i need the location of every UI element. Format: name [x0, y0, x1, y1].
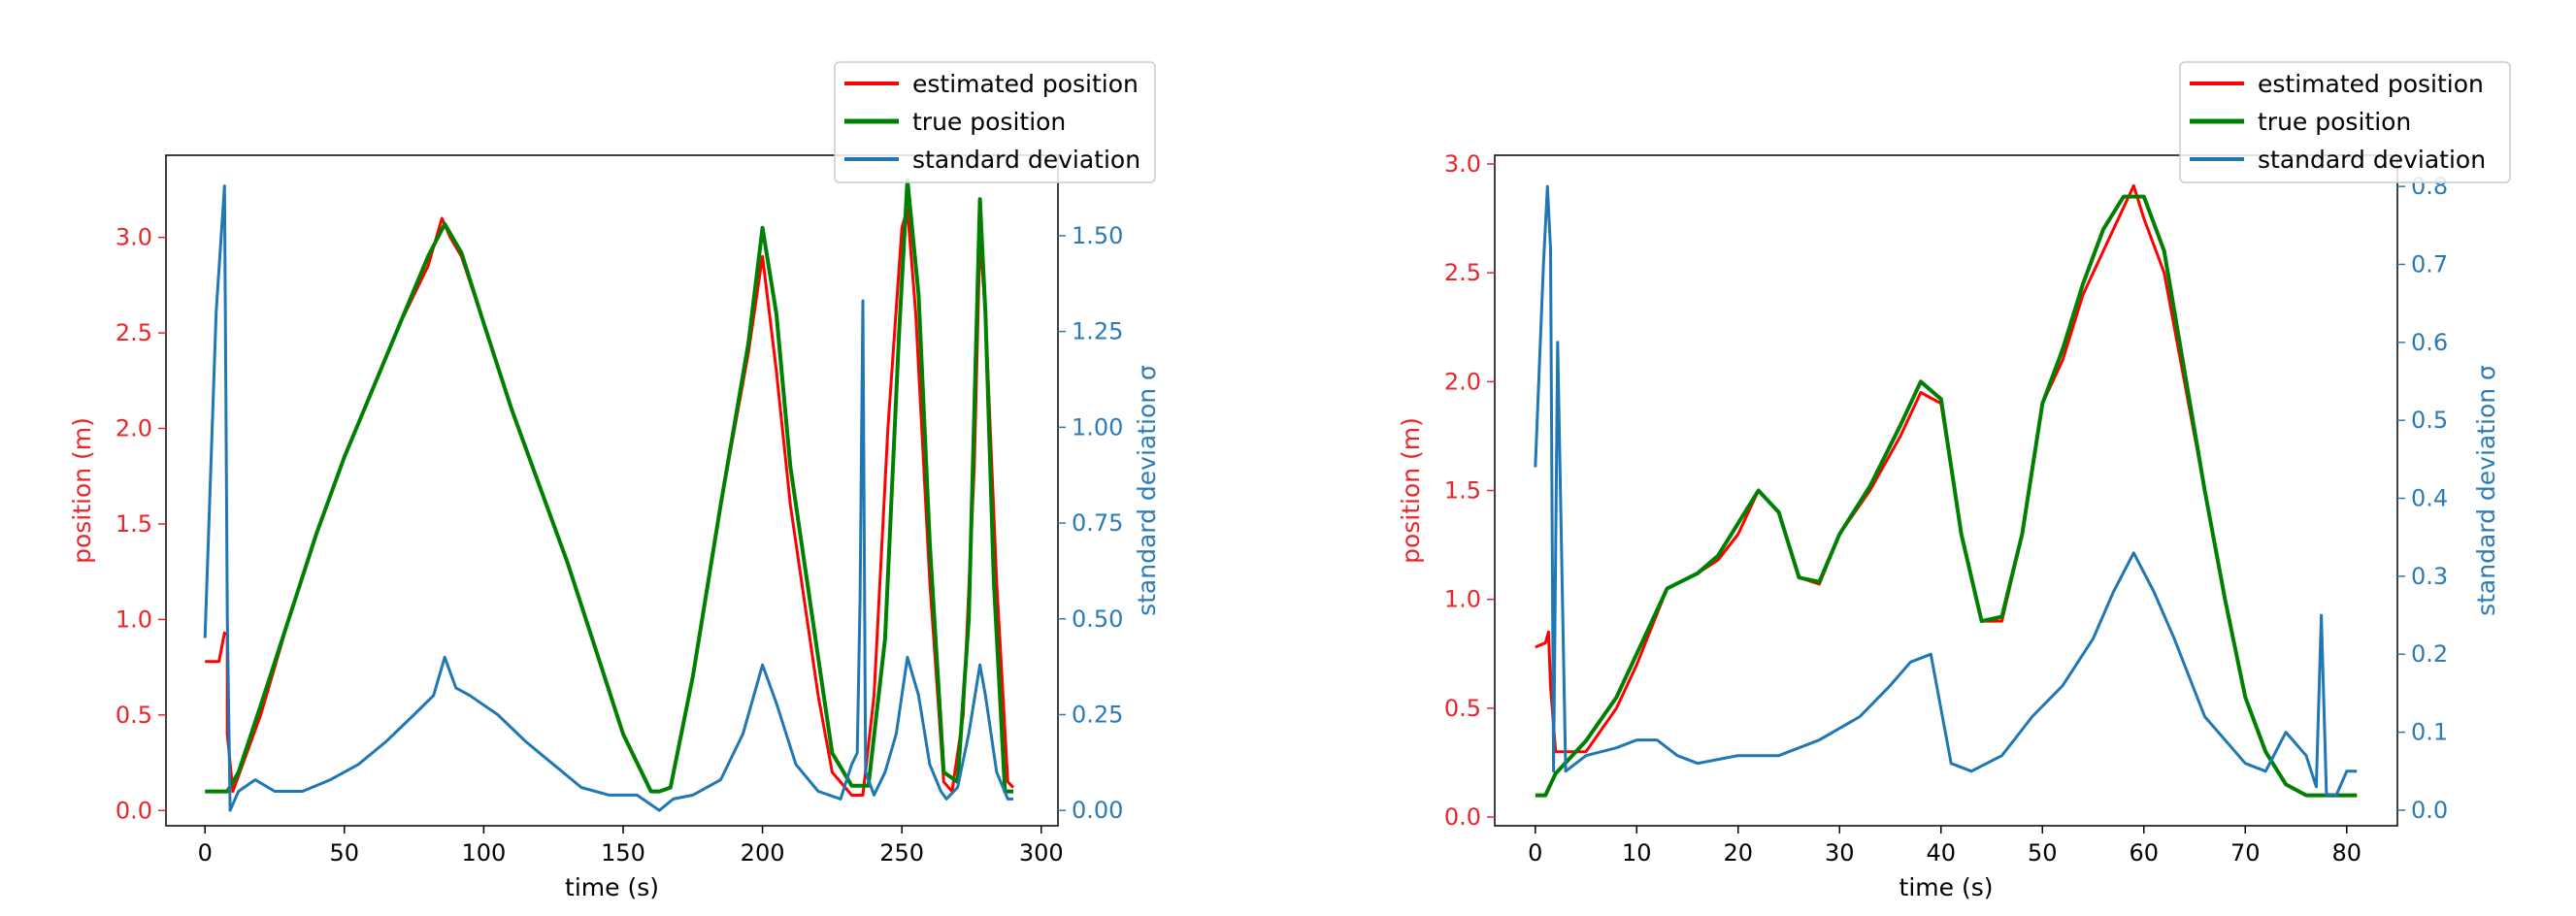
x-tick-label: 10 [1622, 839, 1652, 867]
x-tick-label: 200 [741, 839, 785, 867]
y-tick-label: 0.5 [116, 702, 152, 729]
x-tick-label: 30 [1825, 839, 1855, 867]
y2-tick-label: 0.4 [2411, 485, 2448, 512]
y2-tick-label: 0.5 [2411, 407, 2448, 434]
y2-axis-label: standard deviation σ [1133, 365, 1161, 616]
y-axis-label: position (m) [1397, 417, 1425, 564]
chart-left-panel: 0 50 100 150 200 250 300 0.0 0.5 1.0 1.5 2.0 2.5 3.0 0… [68, 61, 1161, 901]
estimated-position-line [1535, 183, 2358, 798]
y-tick-label: 2.0 [116, 415, 152, 442]
y-tick-label: 1.5 [1444, 477, 1481, 505]
y-tick-label: 0.0 [116, 797, 152, 824]
y-tick-label: 2.5 [1444, 259, 1481, 286]
x-tick-label: 250 [879, 839, 924, 867]
x-tick-label: 50 [330, 839, 360, 867]
legend: estimated position true position standard … [834, 61, 1156, 183]
x-tick-label: 0 [198, 839, 213, 867]
y-tick-label: 3.0 [1444, 150, 1481, 178]
x-tick-label: 60 [2129, 839, 2159, 867]
y2-tick-label: 0.75 [1072, 509, 1123, 537]
y-axis-label: position (m) [68, 417, 96, 564]
legend-label: standard deviation [2258, 146, 2486, 174]
y2-tick-label: 0.3 [2411, 563, 2448, 590]
y-tick-label: 0.0 [1444, 803, 1481, 831]
x-tick-label: 70 [2230, 839, 2261, 867]
std-deviation-line [203, 184, 1013, 812]
x-tick-label: 300 [1019, 839, 1064, 867]
legend-label: true position [2258, 108, 2411, 136]
chart-right-panel: 0 10 20 30 40 50 60 70 80 0.0 0.5 1.0 1.5 2.0 2.5 3.0 0.… [1397, 61, 2511, 901]
std-deviation-line [1534, 184, 2358, 797]
x-tick-label: 0 [1528, 839, 1542, 867]
y-tick-label: 2.5 [116, 319, 152, 346]
x-tick-label: 100 [461, 839, 506, 867]
y2-tick-label: 0.50 [1072, 605, 1123, 633]
y-tick-label: 1.5 [116, 510, 152, 538]
x-axis-label: time (s) [1899, 873, 1994, 901]
x-tick-label: 80 [2331, 839, 2361, 867]
legend-label: estimated position [2258, 70, 2484, 98]
y-tick-label: 1.0 [116, 605, 152, 633]
y2-tick-label: 0.6 [2411, 329, 2448, 356]
y2-tick-label: 0.7 [2411, 250, 2448, 278]
x-tick-label: 50 [2028, 839, 2058, 867]
x-tick-label: 20 [1724, 839, 1754, 867]
y2-tick-label: 0.2 [2411, 640, 2448, 668]
plot-frame [165, 154, 1059, 827]
y2-tick-label: 1.50 [1072, 222, 1123, 249]
legend-box [2179, 61, 2511, 183]
legend-label: true position [912, 108, 1066, 136]
legend: estimated position true position standard … [2179, 61, 2511, 183]
y2-tick-label: 0.00 [1072, 797, 1123, 824]
y2-tick-label: 0.0 [2411, 797, 2448, 824]
y2-axis-label: standard deviation σ [2472, 365, 2500, 616]
x-tick-label: 40 [1927, 839, 1957, 867]
y2-tick-label: 0.25 [1072, 701, 1123, 728]
y2-tick-label: 1.00 [1072, 413, 1123, 441]
true-position-line [205, 178, 1013, 794]
legend-label: estimated position [912, 70, 1139, 98]
y-tick-label: 1.0 [1444, 586, 1481, 613]
x-tick-label: 150 [601, 839, 645, 867]
true-position-line [1535, 194, 2358, 798]
legend-label: standard deviation [912, 146, 1140, 174]
y-tick-label: 0.5 [1444, 695, 1481, 722]
plot-frame [1494, 154, 2398, 827]
y2-tick-label: 1.25 [1072, 318, 1123, 345]
y-tick-label: 2.0 [1444, 368, 1481, 395]
y-tick-label: 3.0 [116, 224, 152, 251]
x-axis-label: time (s) [565, 873, 659, 901]
legend-box [834, 61, 1156, 183]
y2-tick-label: 0.1 [2411, 719, 2448, 746]
